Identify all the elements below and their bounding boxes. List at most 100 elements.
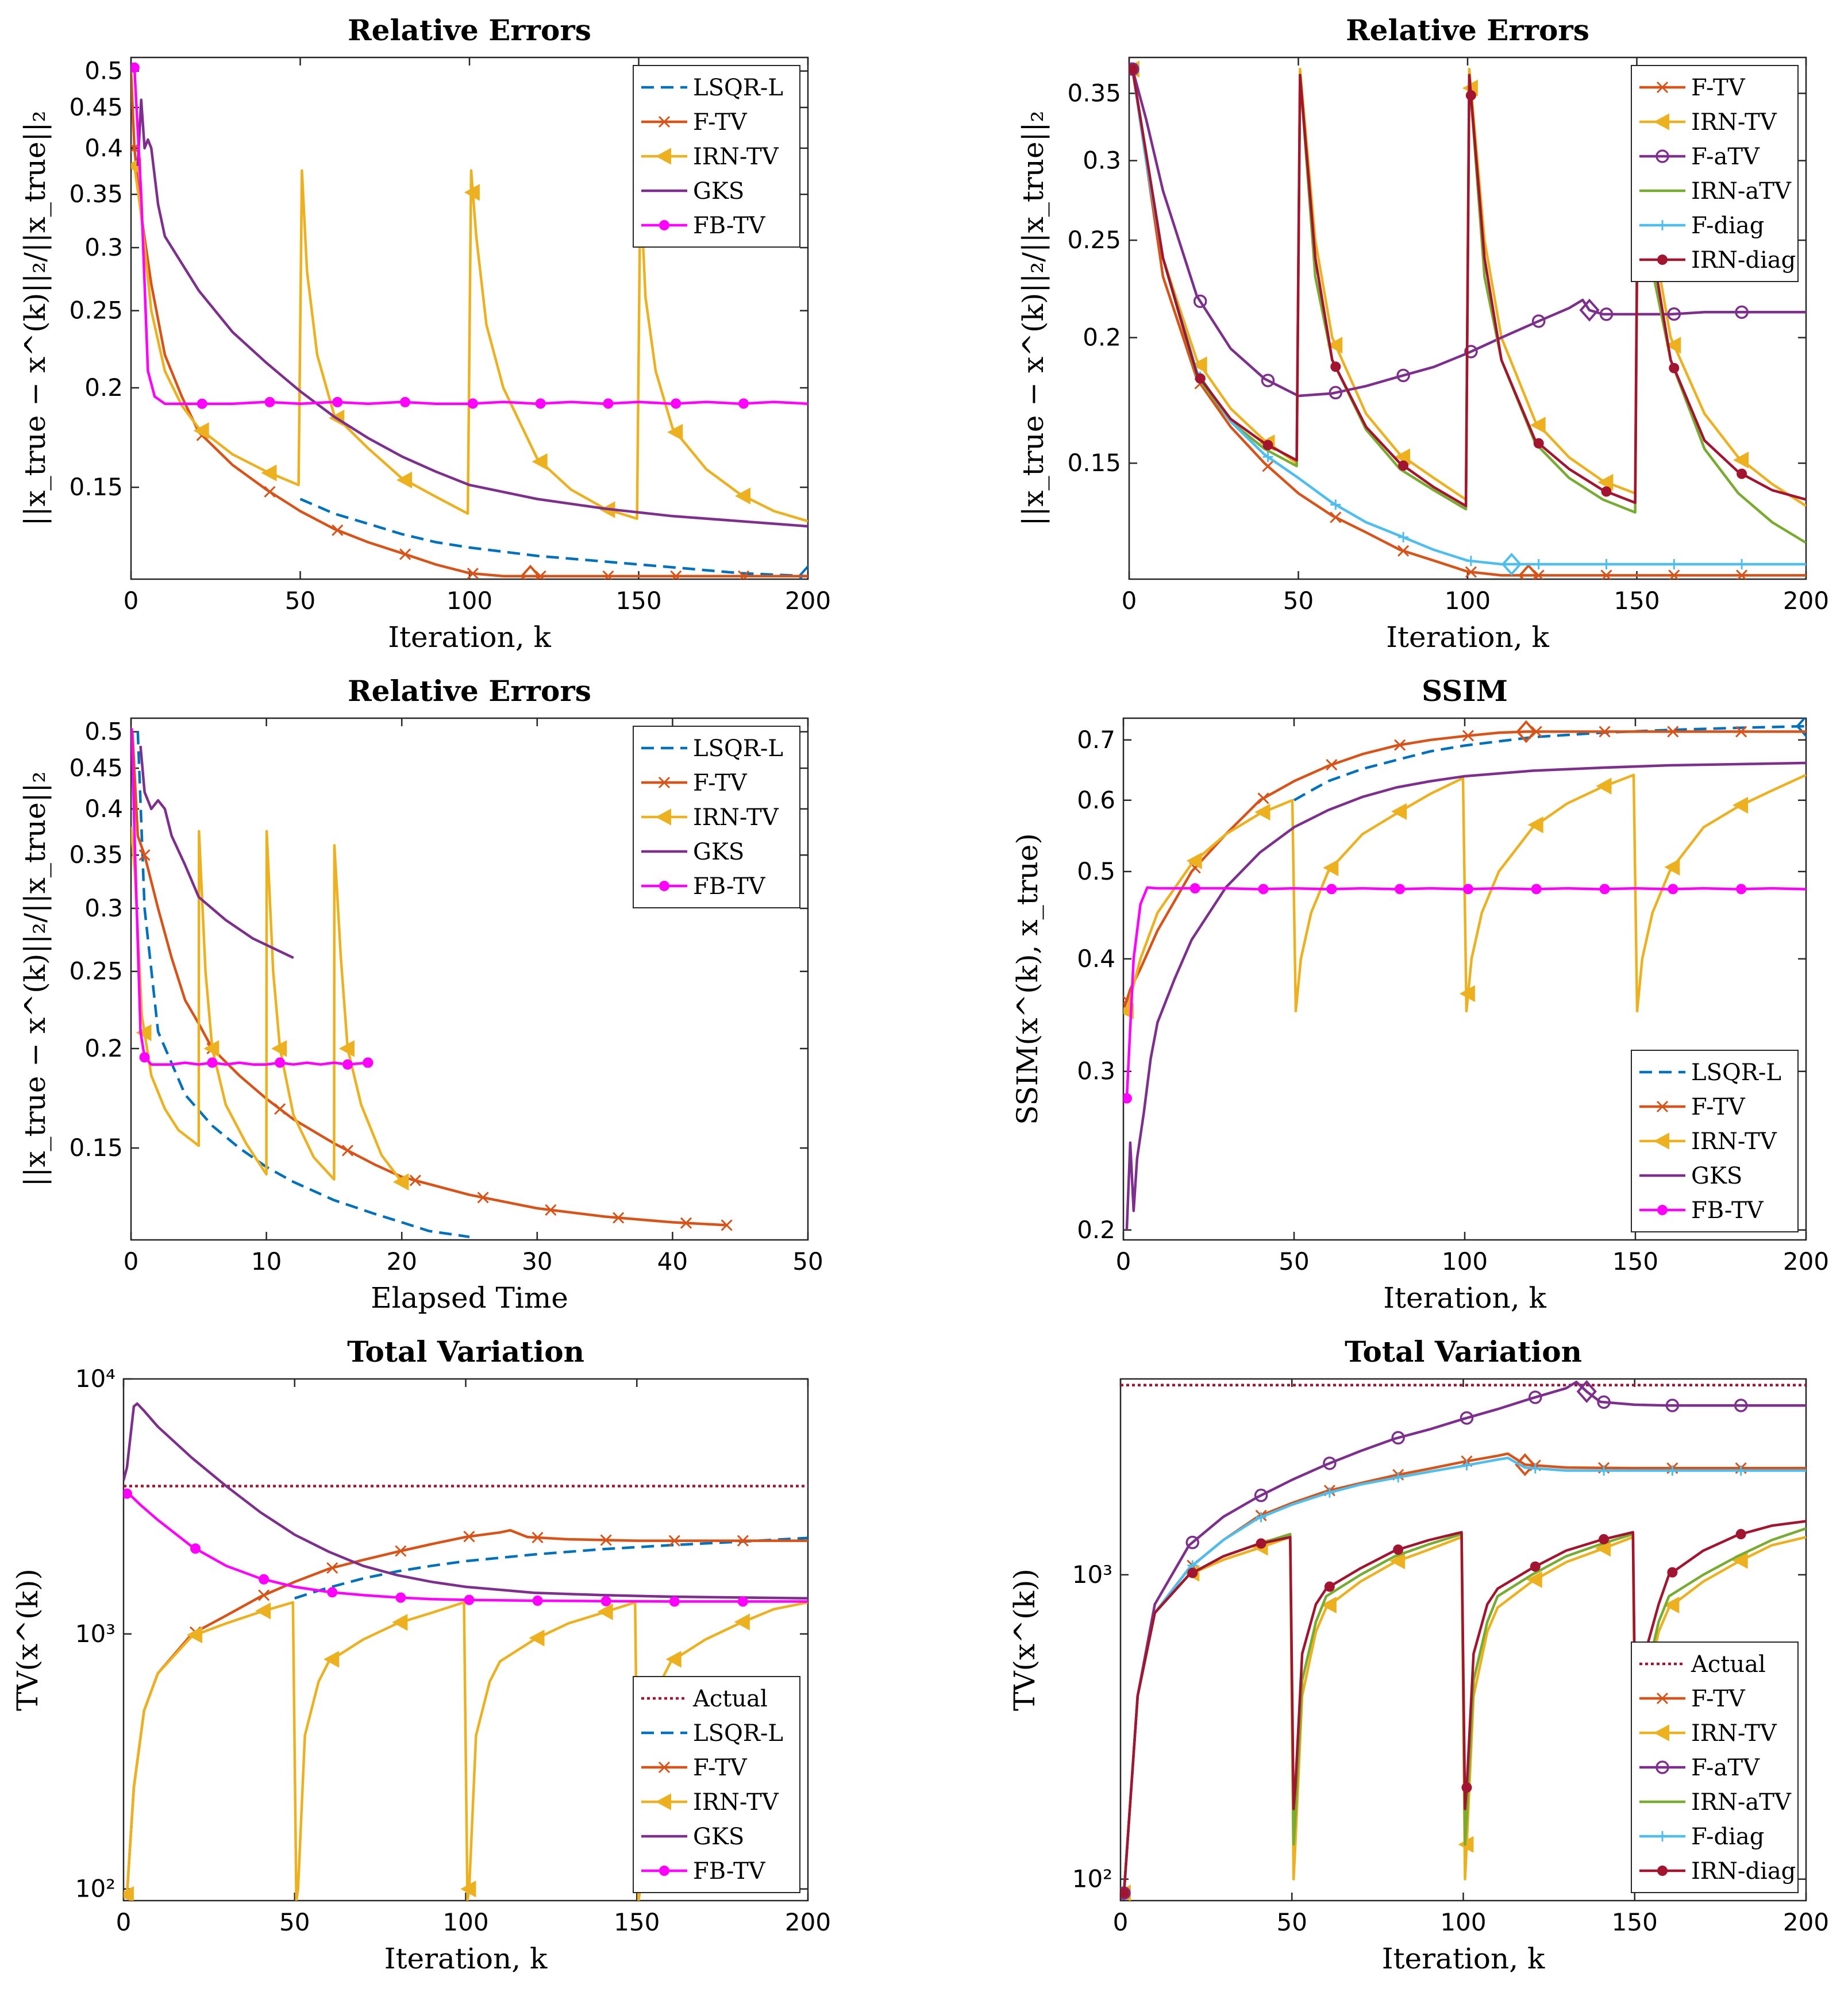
data-point-irn-diag [1465, 90, 1476, 101]
x-axis-label: Elapsed Time [371, 1281, 568, 1315]
data-point-fb-tv [124, 1488, 132, 1499]
data-point-f-tv [1397, 545, 1410, 557]
legend-label: IRN-TV [693, 804, 779, 831]
x-tick-label: 100 [1440, 1908, 1486, 1936]
data-point-irn-tv [271, 1040, 287, 1057]
legend-box [633, 1676, 800, 1893]
x-tick-label: 0 [1113, 1908, 1129, 1936]
data-point-irn-tv [203, 1040, 220, 1057]
chart-title: Relative Errors [348, 674, 591, 708]
data-point-irn-diag [1324, 1581, 1335, 1592]
series-group [131, 62, 808, 579]
y-tick-label: 0.4 [1077, 945, 1115, 973]
series-group [1123, 718, 1806, 1230]
legend-label: LSQR-L [693, 735, 783, 762]
data-point-fb-tv [1123, 1093, 1132, 1104]
x-tick-label: 150 [615, 587, 661, 615]
y-tick-label: 0.35 [1067, 79, 1121, 107]
data-point-f-atv [1261, 373, 1275, 387]
legend: LSQR-L F-TV IRN-TV GKS FB-TV [633, 726, 800, 908]
y-axis-label: TV(x^(k)) [11, 1569, 44, 1711]
data-point-fb-tv [535, 398, 546, 409]
chart-panel-3: Relative Errors 0 10 20 30 40 50 0.15 0.2 0.25 0.3… [18, 674, 823, 1315]
legend-label: IRN-aTV [1691, 1789, 1792, 1816]
data-point-f-tv [680, 1217, 692, 1229]
legend-label: F-diag [1691, 213, 1764, 239]
data-point-f-diag [1465, 556, 1476, 567]
data-point-irn-tv [338, 1040, 355, 1057]
data-point-irn-diag [1530, 1561, 1541, 1572]
data-point-f-diag [1324, 1487, 1335, 1498]
data-point-irn-diag [1735, 1529, 1746, 1540]
legend-label: F-TV [693, 770, 748, 796]
y-tick-label: 0.2 [1083, 323, 1121, 352]
x-tick-label: 150 [1612, 1247, 1658, 1276]
series-lsqr-l [299, 498, 808, 579]
data-point-fb-tv [669, 1596, 680, 1607]
x-tick-label: 200 [1783, 1908, 1829, 1936]
legend-label: IRN-diag [1691, 247, 1796, 273]
chart-title: Relative Errors [1346, 13, 1589, 47]
data-point-irn-tv [734, 487, 751, 504]
data-point-f-diag [1533, 559, 1544, 570]
x-tick-label: 0 [124, 587, 139, 615]
data-point-irn-tv [1732, 452, 1749, 469]
y-tick-label: 0.5 [84, 718, 123, 746]
data-point-f-tv [463, 1531, 475, 1543]
data-point-fb-tv [400, 396, 411, 407]
x-tick-label: 50 [285, 587, 315, 615]
data-point-irn-tv [597, 1603, 613, 1620]
legend-label: LSQR-L [1691, 1059, 1781, 1086]
x-tick-label: 200 [785, 587, 831, 615]
data-point-fb-tv [327, 1587, 338, 1598]
data-point-f-diag [1601, 559, 1612, 570]
legend-label: F-TV [1691, 1686, 1746, 1712]
data-point-irn-tv [464, 184, 480, 201]
legend-label: IRN-aTV [1691, 178, 1792, 205]
x-tick-label: 40 [657, 1247, 688, 1276]
data-point-fb-tv [332, 396, 343, 407]
data-point-f-diag [1669, 559, 1680, 570]
data-point-irn-diag [1187, 1567, 1198, 1578]
series-line-f-atv [1131, 68, 1806, 398]
x-axis-label: Iteration, k [1382, 1942, 1545, 1975]
data-point-f-tv [1735, 726, 1747, 738]
series-group [124, 1402, 808, 1901]
y-tick-label: 10² [75, 1875, 116, 1903]
data-point-f-atv [1734, 1398, 1748, 1412]
data-point-fb-tv [671, 398, 682, 409]
x-axis-label: Iteration, k [384, 1942, 548, 1975]
x-tick-label: 0 [116, 1908, 132, 1936]
x-tick-label: 0 [124, 1247, 139, 1276]
data-point-irn-tv [1527, 816, 1543, 834]
data-point-f-atv [1735, 305, 1749, 319]
legend-label: IRN-TV [1691, 1720, 1777, 1747]
y-tick-label: 0.15 [1067, 449, 1121, 477]
data-point-irn-diag [1601, 486, 1612, 497]
data-point-irn-tv [734, 1613, 750, 1631]
data-point-fb-tv [467, 398, 478, 409]
data-point-f-tv [1465, 566, 1477, 578]
end-marker-lsqr-l [798, 564, 808, 579]
series-gks [124, 1402, 808, 1600]
data-point-f-tv [1257, 792, 1269, 804]
data-point-irn-tv [1530, 417, 1546, 434]
legend-marker-f-tv [658, 115, 671, 128]
data-point-irn-tv [1596, 777, 1612, 795]
data-point-irn-tv [1389, 1552, 1406, 1570]
data-point-f-tv [341, 1145, 354, 1157]
data-point-f-tv [737, 1535, 749, 1547]
data-point-irn-tv [193, 422, 209, 440]
data-point-fb-tv [1189, 883, 1200, 894]
y-tick-label: 10² [1072, 1865, 1112, 1893]
data-point-f-tv [409, 1174, 421, 1186]
y-axis-label: ||x_true − x^(k)||₂/||x_true||₂ [1017, 111, 1050, 526]
x-tick-label: 0 [1116, 1247, 1131, 1276]
data-point-f-tv [395, 1545, 407, 1557]
data-point-irn-diag [1461, 1782, 1472, 1793]
y-tick-label: 0.15 [69, 473, 123, 501]
legend-label: Actual [692, 1686, 768, 1712]
series-f-atv [1129, 62, 1806, 400]
legend-label: Actual [1691, 1651, 1766, 1678]
legend-label: IRN-diag [1691, 1858, 1796, 1885]
